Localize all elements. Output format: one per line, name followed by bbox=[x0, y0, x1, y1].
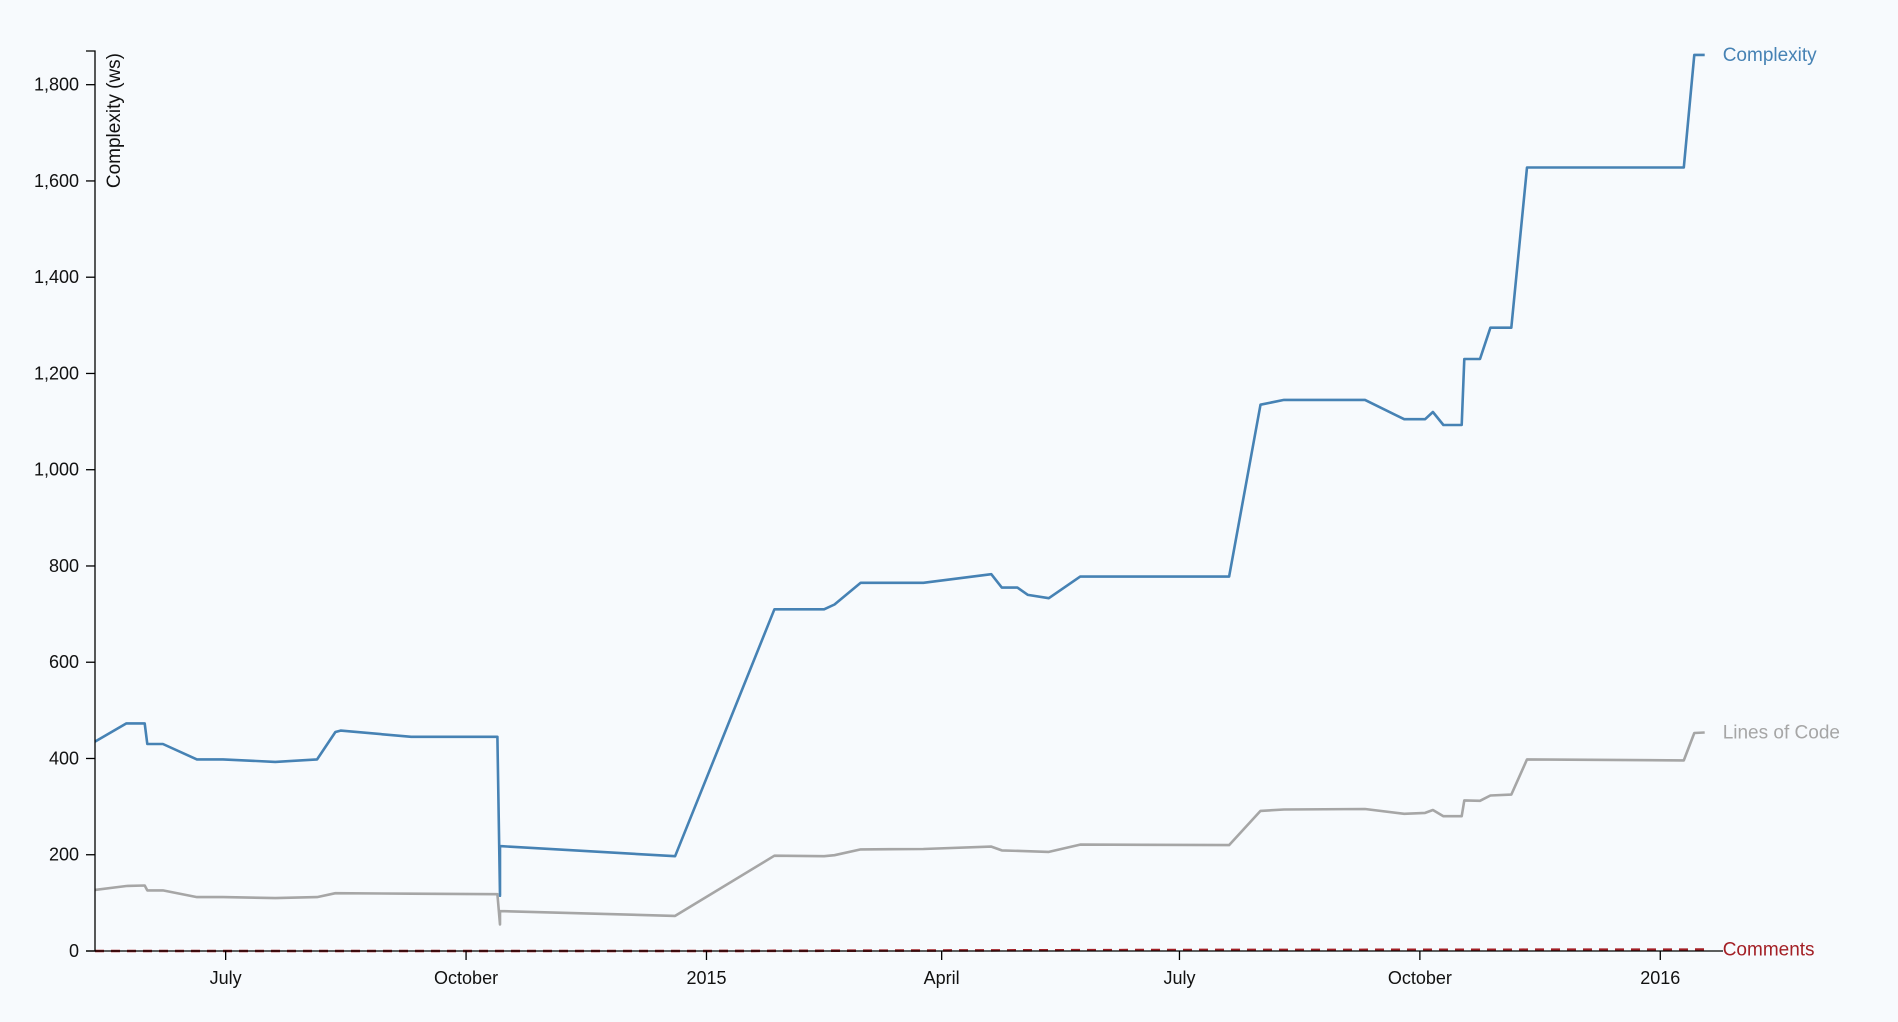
y-tick-label: 1,400 bbox=[34, 267, 79, 287]
lines-of-code-series-label: Lines of Code bbox=[1723, 722, 1840, 743]
y-tick-label: 0 bbox=[69, 941, 79, 961]
y-tick-label: 200 bbox=[49, 845, 79, 865]
comments-series-label: Comments bbox=[1723, 940, 1815, 961]
complexity-series-label: Complexity bbox=[1723, 45, 1817, 66]
y-axis-line bbox=[86, 50, 96, 952]
x-tick-label: October bbox=[1388, 968, 1452, 988]
y-tick-label: 1,200 bbox=[34, 363, 79, 383]
lines-of-code-series-line bbox=[94, 731, 1705, 926]
y-tick-label: 1,800 bbox=[34, 75, 79, 95]
x-tick-label: July bbox=[210, 968, 242, 988]
x-tick-label: 2016 bbox=[1640, 968, 1680, 988]
y-tick-label: 400 bbox=[49, 748, 79, 768]
y-tick-label: 1,600 bbox=[34, 171, 79, 191]
x-tick-label: 2015 bbox=[686, 968, 726, 988]
y-tick-label: 600 bbox=[49, 652, 79, 672]
x-tick-label: July bbox=[1163, 968, 1195, 988]
y-tick-label: 1,000 bbox=[34, 460, 79, 480]
complexity-series-line bbox=[94, 53, 1705, 897]
x-tick-label: October bbox=[434, 968, 498, 988]
y-tick-label: 800 bbox=[49, 556, 79, 576]
x-tick-label: April bbox=[924, 968, 960, 988]
y-axis-title: Complexity (ws) bbox=[104, 53, 125, 188]
